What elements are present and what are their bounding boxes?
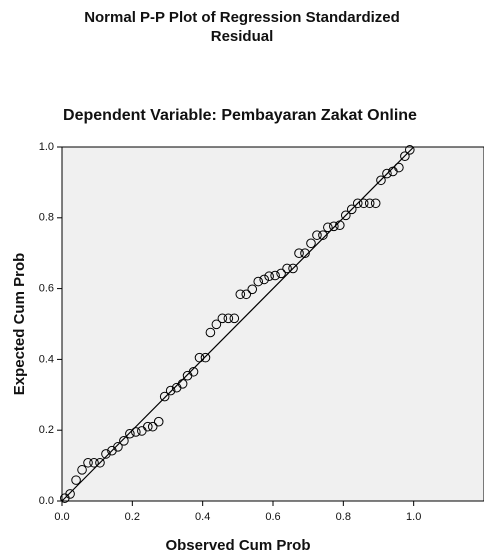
point <box>259 274 270 285</box>
point <box>346 204 357 215</box>
point <box>147 421 158 432</box>
point <box>306 238 316 249</box>
point <box>329 221 339 232</box>
point <box>65 489 75 499</box>
point <box>340 210 351 221</box>
point <box>247 284 258 295</box>
point <box>352 198 363 209</box>
chart-subtitle: Dependent Variable: Pembayaran Zakat Onl… <box>63 107 417 124</box>
point <box>382 168 392 179</box>
point <box>119 436 129 446</box>
point <box>335 220 345 231</box>
point <box>229 313 240 324</box>
point <box>323 222 333 233</box>
point <box>217 313 228 324</box>
y-axis-label: Expected Cum Prob <box>11 253 28 396</box>
point <box>101 449 111 459</box>
point <box>294 248 304 258</box>
point <box>131 427 141 437</box>
point <box>376 175 386 186</box>
point <box>83 457 93 468</box>
y-tick-label: 0.6 <box>39 283 54 295</box>
point <box>223 313 234 324</box>
point <box>400 151 410 162</box>
x-tick-label: 0.4 <box>195 511 210 523</box>
point <box>235 289 246 300</box>
point <box>188 366 199 377</box>
y-tick-label: 0.8 <box>39 212 54 224</box>
point <box>270 270 280 281</box>
point <box>404 145 415 155</box>
point <box>77 465 87 475</box>
point <box>241 289 252 300</box>
point <box>71 475 81 485</box>
x-tick-label: 1.0 <box>406 511 421 523</box>
point <box>264 271 274 282</box>
point <box>113 442 123 452</box>
y-tick-label: 0.0 <box>39 495 54 507</box>
point <box>153 416 164 427</box>
point <box>125 428 135 439</box>
x-tick-label: 0.2 <box>125 511 140 523</box>
y-tick-label: 1.0 <box>39 141 54 153</box>
point <box>300 248 310 258</box>
point <box>89 457 99 468</box>
y-tick-label: 0.2 <box>39 424 54 436</box>
point <box>200 352 211 363</box>
x-tick-label: 0.6 <box>265 511 280 523</box>
point <box>177 379 188 389</box>
point <box>312 230 322 240</box>
x-axis-label: Observed Cum Prob <box>165 537 310 554</box>
x-tick-label: 0.0 <box>54 511 69 523</box>
point <box>370 198 381 209</box>
point <box>288 263 298 274</box>
point <box>143 421 153 432</box>
point <box>358 198 369 209</box>
point <box>394 162 404 173</box>
point <box>165 385 176 396</box>
point <box>253 276 264 287</box>
point <box>364 198 375 209</box>
point <box>318 230 328 240</box>
point <box>282 263 292 274</box>
plot-area <box>61 146 484 502</box>
point <box>194 352 205 363</box>
point <box>211 319 222 330</box>
chart-title: Normal P-P Plot of Regression Standardiz… <box>84 9 400 45</box>
x-tick-label: 0.8 <box>336 511 351 523</box>
point <box>205 327 216 338</box>
y-tick-label: 0.4 <box>39 353 54 365</box>
point <box>95 457 105 468</box>
point <box>159 391 170 402</box>
point <box>276 268 286 279</box>
